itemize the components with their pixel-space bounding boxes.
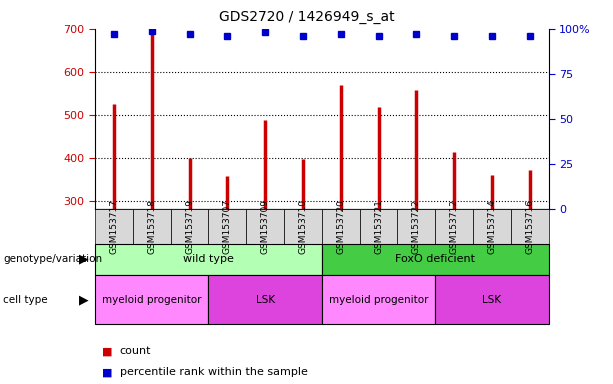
- Text: ■: ■: [102, 346, 113, 356]
- Text: GSM153716: GSM153716: [525, 199, 535, 254]
- Text: GSM153718: GSM153718: [147, 199, 156, 254]
- Text: GSM153719: GSM153719: [185, 199, 194, 254]
- Text: ■: ■: [102, 367, 113, 377]
- Text: GSM153709: GSM153709: [261, 199, 270, 254]
- Text: wild type: wild type: [183, 254, 234, 264]
- Text: GSM153717: GSM153717: [109, 199, 118, 254]
- Text: GSM153714: GSM153714: [487, 199, 497, 254]
- Text: GSM153720: GSM153720: [336, 199, 345, 254]
- Text: GDS2720 / 1426949_s_at: GDS2720 / 1426949_s_at: [219, 10, 394, 23]
- Text: ▶: ▶: [79, 253, 89, 266]
- Text: LSK: LSK: [482, 295, 501, 305]
- Text: GSM153722: GSM153722: [412, 199, 421, 254]
- Text: LSK: LSK: [256, 295, 275, 305]
- Text: GSM153712: GSM153712: [449, 199, 459, 254]
- Text: count: count: [120, 346, 151, 356]
- Text: GSM153707: GSM153707: [223, 199, 232, 254]
- Text: myeloid progenitor: myeloid progenitor: [102, 295, 202, 305]
- Text: cell type: cell type: [3, 295, 48, 305]
- Text: percentile rank within the sample: percentile rank within the sample: [120, 367, 307, 377]
- Text: GSM153721: GSM153721: [374, 199, 383, 254]
- Text: GSM153710: GSM153710: [299, 199, 308, 254]
- Text: genotype/variation: genotype/variation: [3, 254, 102, 264]
- Text: myeloid progenitor: myeloid progenitor: [329, 295, 428, 305]
- Text: FoxO deficient: FoxO deficient: [395, 254, 475, 264]
- Text: ▶: ▶: [79, 293, 89, 306]
